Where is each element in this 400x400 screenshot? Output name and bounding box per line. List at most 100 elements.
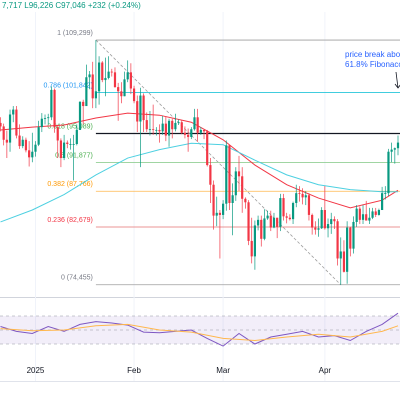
candle-body (171, 120, 174, 130)
candle-body (260, 219, 263, 239)
candle-body (241, 176, 244, 199)
fib-level-label: 0.5 (91,877) (55, 152, 93, 159)
candle-body (311, 214, 314, 228)
candle-body (69, 143, 72, 145)
candle-body (101, 62, 104, 81)
candle-body (225, 145, 228, 204)
candle-body (244, 198, 247, 203)
candle-body (43, 118, 47, 119)
candle-body (117, 87, 120, 92)
candle-body (136, 101, 139, 122)
candle-body (342, 251, 346, 272)
candle-body (85, 77, 88, 107)
candle-body (187, 134, 190, 137)
candle-body (361, 214, 365, 220)
ohlc-header: 7,717 L96,226 C97,046 +232 (+0.24%) (2, 1, 141, 10)
candle-body (145, 120, 148, 130)
candle-body (298, 193, 301, 194)
candle-body (295, 193, 298, 203)
rsi-line (0, 323, 399, 342)
annotation-text: price break abo (345, 50, 400, 59)
candle-body (218, 212, 222, 215)
candle-body (202, 129, 206, 132)
fib-trend-line (95, 39, 342, 286)
candle-body (206, 131, 209, 166)
candle-body (199, 129, 202, 133)
annotation-arrow (394, 71, 400, 89)
candle-body (78, 101, 82, 130)
candle-body (66, 142, 69, 144)
candle-body (368, 217, 371, 221)
candle-body (190, 129, 193, 137)
candle-body (377, 210, 381, 215)
fib-level-label: 1 (109,299) (57, 30, 93, 37)
candle-body (193, 117, 196, 130)
candle-body (142, 95, 145, 121)
candle-body (123, 79, 126, 97)
candle-body (253, 225, 256, 257)
candle-body (120, 91, 123, 97)
candle-body (222, 203, 225, 215)
candle-body (40, 118, 43, 128)
candle-body (231, 195, 234, 203)
candle-body (97, 62, 101, 92)
candle-body (314, 227, 317, 230)
candle-body (209, 165, 212, 185)
fib-level-label: 0.618 (95,989) (47, 123, 93, 130)
candle-body (349, 227, 352, 249)
candle-body (28, 150, 31, 158)
candle-body (177, 122, 180, 124)
candle-body (320, 210, 323, 229)
candle-body (88, 74, 91, 78)
candle-body (317, 228, 320, 230)
candle-body (21, 139, 24, 147)
candle-body (50, 89, 53, 118)
candle-body (129, 72, 132, 89)
candle-body (215, 212, 218, 216)
candle-body (323, 210, 326, 229)
fib-level-label: 0 (74,455) (61, 275, 93, 282)
candle-body (212, 184, 215, 216)
candle-body (355, 208, 358, 222)
candle-body (374, 211, 377, 215)
fib-level-label: 0.786 (101,842) (43, 82, 92, 89)
x-tick-label: Apr (319, 366, 332, 375)
candle-body (82, 101, 85, 107)
candle-body (113, 72, 117, 88)
candle-body (358, 208, 361, 220)
candle-body (158, 129, 161, 132)
candle-body (31, 151, 34, 158)
candle-body (285, 216, 288, 218)
candle-body (371, 211, 374, 218)
candle-body (161, 123, 164, 132)
candle-body (63, 142, 66, 159)
candle-body (104, 77, 107, 81)
candle-body (288, 217, 291, 220)
candle-body (56, 127, 59, 141)
candle-body (304, 195, 307, 198)
candle-body (387, 151, 390, 194)
candle-body (174, 122, 177, 130)
candle-body (126, 72, 129, 80)
candle-body (263, 218, 266, 239)
candle-body (47, 117, 50, 119)
candle-body (167, 120, 171, 136)
candle-body (110, 71, 113, 73)
candle-body (365, 214, 368, 221)
candle-body (266, 215, 269, 219)
candle-body (75, 129, 78, 144)
candle-body (234, 171, 237, 196)
candle-body (0, 122, 2, 127)
candle-body (18, 135, 21, 147)
candle-body (333, 219, 336, 222)
candle-body (330, 219, 333, 225)
candle-body (2, 126, 5, 140)
candle-body (301, 193, 304, 198)
candle-body (37, 127, 40, 145)
candle-body (196, 117, 199, 133)
candle-body (279, 198, 282, 227)
candle-body (228, 145, 231, 203)
candle-body (164, 123, 167, 136)
x-tick-label: 2025 (27, 366, 45, 375)
